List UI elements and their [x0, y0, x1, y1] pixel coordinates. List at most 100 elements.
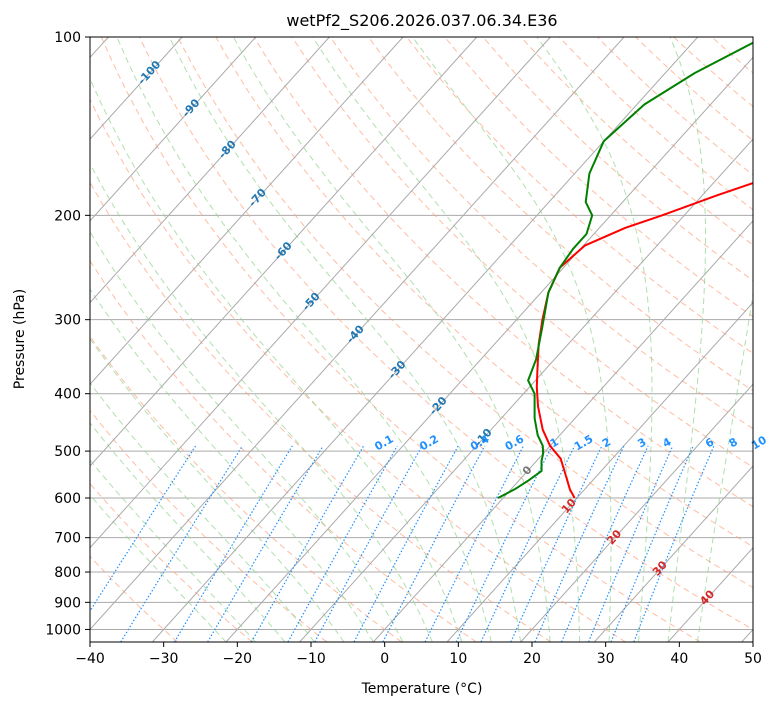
isotherm-line: [151, 37, 699, 642]
isotherm-lines: [90, 37, 753, 642]
dry-adiabat: [635, 37, 753, 142]
moist-adiabat: [90, 422, 286, 642]
x-tick-label: 40: [670, 651, 688, 667]
mixing-ratio-line: [455, 445, 553, 642]
y-tick-label: 900: [54, 595, 81, 611]
profile-series: [497, 41, 753, 499]
moist-adiabat: [90, 162, 433, 642]
mixing-ratio-label: 2: [600, 435, 613, 450]
x-tick-label: 50: [744, 651, 762, 667]
y-tick-label: 400: [54, 387, 81, 403]
temperature-profile-line: [535, 181, 753, 499]
x-tick-label: 0: [380, 651, 389, 667]
dry-adiabat: [90, 98, 626, 642]
mixing-ratio-line: [588, 445, 674, 642]
isotherm-line: [446, 301, 753, 642]
dry-adiabat: [368, 37, 753, 392]
moist-adiabat: [697, 290, 753, 642]
dry-adiabat: [711, 37, 753, 74]
dry-adiabats: [90, 37, 753, 642]
y-axis: 100 200 300 400 500 600 700 800 900 1000: [45, 30, 90, 638]
mixing-ratio-label: 1.5: [572, 432, 595, 453]
x-axis-title: Temperature (°C): [361, 681, 483, 697]
y-tick-label: 100: [54, 30, 81, 46]
mixing-ratio-line: [287, 445, 398, 642]
x-tick-label: 10: [449, 651, 467, 667]
moist-adiabat: [116, 37, 492, 642]
isotherm-line: [90, 37, 551, 549]
dry-adiabat: [749, 37, 753, 41]
isotherm-line: [299, 138, 753, 642]
dry-adiabat: [90, 482, 253, 642]
isotherm-line: [593, 465, 753, 642]
moist-adiabat: [90, 381, 315, 642]
mixing-ratio-lines: [90, 445, 715, 642]
mixing-ratio-line: [480, 445, 576, 642]
mixing-ratio-line: [120, 445, 243, 642]
x-axis: −40 −30 −20 −10 0 10 20 30 40 50: [75, 642, 762, 667]
y-tick-label: 800: [54, 565, 81, 581]
dry-adiabat: [90, 409, 328, 642]
dry-adiabat: [558, 37, 753, 211]
y-tick-label: 300: [54, 313, 81, 329]
mixing-ratio-line: [534, 445, 625, 642]
mixing-ratio-line: [510, 445, 603, 642]
dry-adiabat: [139, 37, 753, 631]
moist-adiabat: [412, 37, 612, 642]
mixing-ratio-label: 0.6: [503, 432, 527, 453]
dry-adiabat: [444, 37, 753, 318]
mixing-ratio-line: [173, 445, 293, 642]
isotherm-line: [667, 546, 753, 642]
plot-frame: [89, 36, 754, 643]
mixing-ratio-line: [250, 445, 365, 642]
moist-adiabat: [90, 337, 345, 642]
dewpoint-profile-line: [497, 41, 753, 499]
y-tick-label: 200: [54, 208, 81, 224]
moist-adiabat: [667, 37, 706, 642]
isotherm-line: [225, 56, 753, 642]
isotherm-line: [90, 37, 625, 631]
dry-adiabat: [90, 335, 402, 642]
dry-adiabat: [100, 37, 701, 642]
moist-adiabats: [90, 37, 753, 642]
mixing-ratio-line: [314, 445, 423, 642]
moist-adiabat: [90, 77, 463, 642]
x-tick-label: −20: [223, 651, 253, 667]
dry-adiabat: [406, 37, 753, 355]
isotherm-line: [90, 37, 257, 222]
x-tick-label: −30: [149, 651, 179, 667]
mixing-ratio-line: [610, 445, 694, 642]
moist-adiabat: [90, 459, 256, 642]
y-axis-title: Pressure (hPa): [12, 289, 28, 389]
line-labels: -100-90-80-70-60-50-40-30-20-10010203040…: [135, 58, 769, 608]
moist-adiabat: [168, 37, 522, 642]
mixing-ratio-line: [90, 445, 197, 613]
x-tick-label: −40: [75, 651, 105, 667]
isotherm-line: [372, 220, 753, 642]
dry-adiabat: [90, 181, 552, 642]
y-tick-label: 600: [54, 491, 81, 507]
y-tick-label: 500: [54, 444, 81, 460]
chart-title: wetPf2_S206.2026.037.06.34.E36: [286, 11, 557, 31]
mixing-ratio-label: 10: [749, 433, 769, 452]
mixing-ratio-label: 1: [548, 435, 561, 450]
isotherm-line: [90, 37, 404, 386]
mixing-ratio-label: 3: [635, 435, 648, 450]
dry-adiabat: [90, 259, 477, 642]
mixing-ratio-label: 0.1: [372, 432, 395, 453]
plot-area: [90, 37, 753, 642]
isotherm-line: [90, 37, 478, 467]
dry-adiabat: [177, 37, 753, 589]
dry-adiabat: [291, 37, 753, 468]
mixing-ratio-line: [382, 445, 486, 642]
x-tick-label: −10: [296, 651, 326, 667]
isotherm-line: [90, 37, 330, 304]
x-tick-label: 20: [523, 651, 541, 667]
isotherm-line: [741, 628, 753, 642]
moist-adiabat: [90, 288, 374, 642]
mixing-ratio-line: [560, 445, 649, 642]
pressure-gridlines: [90, 37, 753, 630]
dry-adiabat: [329, 37, 753, 430]
x-tick-label: 30: [597, 651, 615, 667]
